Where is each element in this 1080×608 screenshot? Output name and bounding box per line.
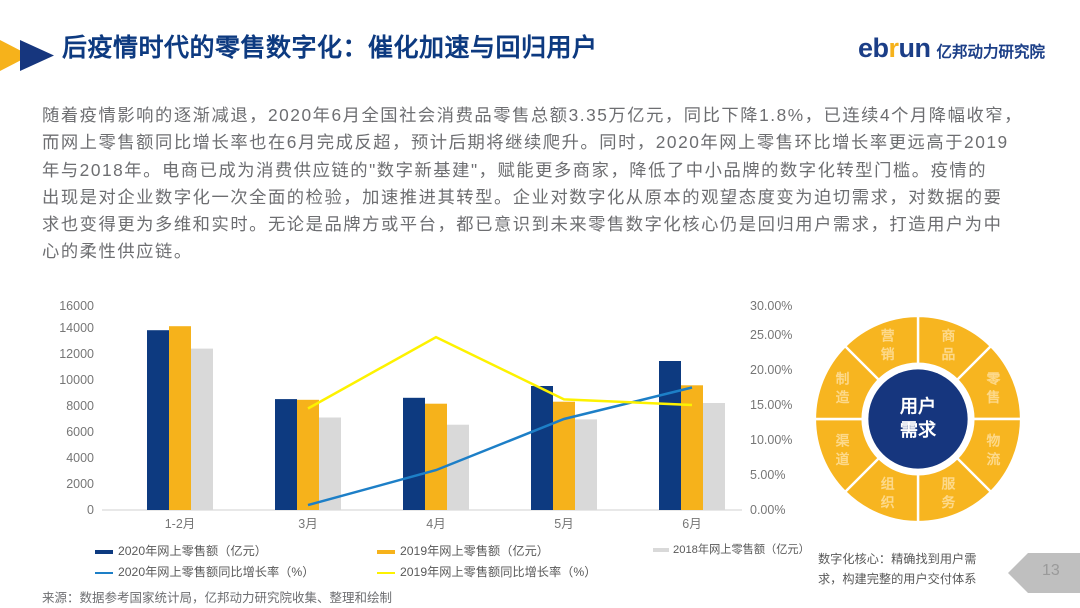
svg-text:10000: 10000 xyxy=(59,373,94,387)
svg-text:8000: 8000 xyxy=(66,399,94,413)
svg-text:6000: 6000 xyxy=(66,425,94,439)
svg-text:2000: 2000 xyxy=(66,477,94,491)
svg-text:6月: 6月 xyxy=(682,517,701,531)
svg-text:25.00%: 25.00% xyxy=(750,328,792,342)
svg-text:4000: 4000 xyxy=(66,451,94,465)
svg-text:5.00%: 5.00% xyxy=(750,468,785,482)
svg-text:12000: 12000 xyxy=(59,347,94,361)
svg-text:0.00%: 0.00% xyxy=(750,503,785,517)
svg-text:1-2月: 1-2月 xyxy=(165,517,196,531)
svg-text:用户: 用户 xyxy=(900,395,936,416)
svg-text:3月: 3月 xyxy=(298,517,317,531)
svg-text:0: 0 xyxy=(87,503,94,517)
svg-text:15.00%: 15.00% xyxy=(750,398,792,412)
svg-text:5月: 5月 xyxy=(554,517,573,531)
svg-text:16000: 16000 xyxy=(59,299,94,313)
svg-text:需求: 需求 xyxy=(900,419,937,440)
svg-text:20.00%: 20.00% xyxy=(750,363,792,377)
svg-text:4月: 4月 xyxy=(426,517,445,531)
svg-text:14000: 14000 xyxy=(59,321,94,335)
svg-text:30.00%: 30.00% xyxy=(750,299,792,313)
svg-text:10.00%: 10.00% xyxy=(750,433,792,447)
